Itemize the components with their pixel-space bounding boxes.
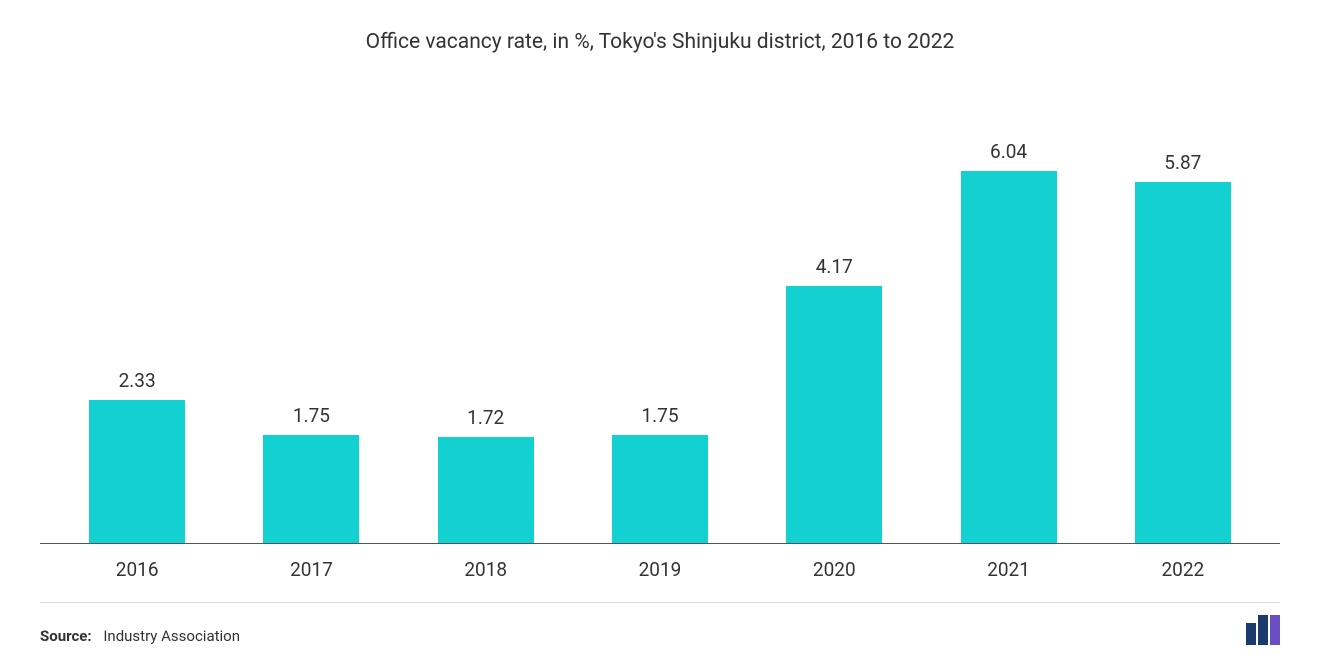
x-axis: 2016201720182019202020212022 — [40, 558, 1280, 581]
chart-title: Office vacancy rate, in %, Tokyo's Shinj… — [40, 30, 1280, 54]
x-axis-label: 2018 — [399, 558, 573, 581]
source-text: Industry Association — [103, 627, 240, 645]
bar-column: 5.87 — [1096, 64, 1270, 543]
bar-value-label: 4.17 — [816, 255, 853, 278]
bar — [1135, 182, 1231, 543]
bar — [612, 435, 708, 543]
chart-footer: Source: Industry Association — [40, 602, 1280, 645]
bar — [89, 400, 185, 543]
bar — [786, 286, 882, 543]
x-axis-label: 2016 — [50, 558, 224, 581]
bar-value-label: 1.72 — [467, 406, 504, 429]
bar-column: 1.75 — [573, 64, 747, 543]
bar-value-label: 1.75 — [641, 404, 678, 427]
bar — [263, 435, 359, 543]
bar-column: 1.75 — [224, 64, 398, 543]
bar-column: 4.17 — [747, 64, 921, 543]
plot-area: 2.33 1.75 1.72 1.75 4.17 6.04 5.87 — [40, 64, 1280, 544]
logo-bar-icon — [1246, 623, 1256, 645]
bar-column: 2.33 — [50, 64, 224, 543]
bar-value-label: 5.87 — [1164, 151, 1201, 174]
logo-bar-icon — [1270, 615, 1280, 645]
bar-value-label: 1.75 — [293, 404, 330, 427]
logo-bar-icon — [1258, 615, 1268, 645]
x-axis-label: 2022 — [1096, 558, 1270, 581]
x-axis-label: 2019 — [573, 558, 747, 581]
bar-value-label: 2.33 — [119, 369, 156, 392]
source-label: Source: — [40, 627, 92, 645]
x-axis-label: 2021 — [921, 558, 1095, 581]
source-line: Source: Industry Association — [40, 627, 240, 645]
x-axis-label: 2017 — [224, 558, 398, 581]
bar-column: 1.72 — [399, 64, 573, 543]
bar — [961, 171, 1057, 543]
bar-column: 6.04 — [921, 64, 1095, 543]
x-axis-label: 2020 — [747, 558, 921, 581]
chart-container: Office vacancy rate, in %, Tokyo's Shinj… — [0, 0, 1320, 665]
brand-logo — [1246, 615, 1280, 645]
bar — [438, 437, 534, 543]
bar-value-label: 6.04 — [990, 140, 1027, 163]
